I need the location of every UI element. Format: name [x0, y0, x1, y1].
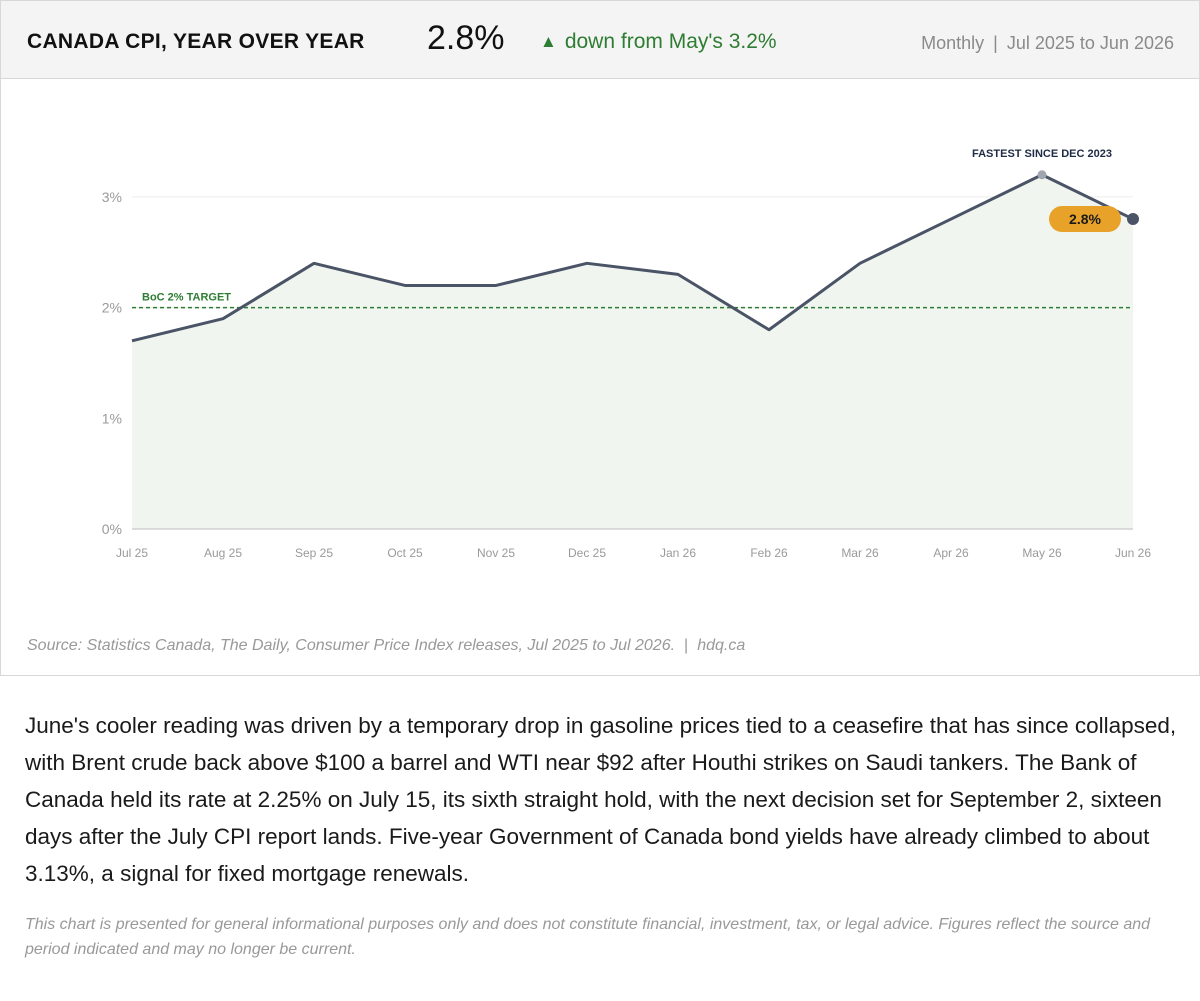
- meta-separator: |: [993, 33, 998, 53]
- frequency-label: Monthly: [921, 33, 985, 53]
- x-tick-label: May 26: [1022, 546, 1062, 560]
- commentary-paragraph: June's cooler reading was driven by a te…: [25, 713, 1177, 886]
- chart-card: CANADA CPI, YEAR OVER YEAR 2.8% ▲ down fr…: [0, 0, 1200, 676]
- target-label: BoC 2% TARGET: [142, 292, 231, 304]
- y-tick-label: 0%: [102, 521, 122, 537]
- end-value-label: 2.8%: [1069, 211, 1101, 227]
- change-indicator: ▲ down from May's 3.2%: [540, 30, 777, 54]
- source-separator: |: [684, 637, 689, 654]
- cpi-series-line: [131, 173, 1134, 343]
- change-text: down from May's 3.2%: [564, 30, 777, 53]
- x-tick-label: Mar 26: [841, 546, 879, 560]
- x-tick-label: Apr 26: [933, 546, 969, 560]
- end-value-badge: [1049, 206, 1121, 233]
- chart-header: CANADA CPI, YEAR OVER YEAR 2.8% ▲ down fr…: [1, 1, 1199, 79]
- y-tick-label: 2%: [102, 300, 122, 316]
- triangle-up-icon: ▲: [540, 32, 557, 51]
- x-tick-label: Jan 26: [660, 546, 696, 560]
- cpi-line-chart: 0% 1% 2% 3% Jul 25 Aug 25 Sep 25 Oct 25 Nov 25 De…: [102, 148, 1152, 560]
- headline-value: 2.8%: [427, 19, 505, 57]
- period-meta: Monthly | Jul 2025 to Jun 2026: [921, 33, 1174, 54]
- chart-title: CANADA CPI, YEAR OVER YEAR: [27, 30, 365, 53]
- x-tick-label: Oct 25: [387, 546, 423, 560]
- x-tick-label: Nov 25: [477, 546, 515, 560]
- source-note: Source: Statistics Canada, The Daily, Co…: [27, 637, 745, 655]
- x-tick-label: Aug 25: [204, 546, 242, 560]
- y-tick-label: 1%: [102, 410, 122, 426]
- source-site: hdq.ca: [697, 637, 746, 654]
- x-tick-label: Sep 25: [295, 546, 333, 560]
- x-tick-label: Feb 26: [750, 546, 788, 560]
- peak-point: [1037, 170, 1047, 180]
- x-tick-label: Dec 25: [568, 546, 606, 560]
- area-fill: [132, 174, 1133, 529]
- source-text: Source: Statistics Canada, The Daily, Co…: [27, 637, 676, 654]
- peak-annotation: FASTEST SINCE DEC 2023: [972, 148, 1112, 160]
- y-tick-label: 3%: [102, 189, 122, 205]
- end-point: [1127, 213, 1139, 226]
- disclaimer-text: This chart is presented for general info…: [25, 916, 1151, 958]
- x-tick-label: Jul 25: [116, 546, 148, 560]
- x-tick-label: Jun 26: [1115, 546, 1151, 560]
- period-label: Jul 2025 to Jun 2026: [1006, 33, 1174, 53]
